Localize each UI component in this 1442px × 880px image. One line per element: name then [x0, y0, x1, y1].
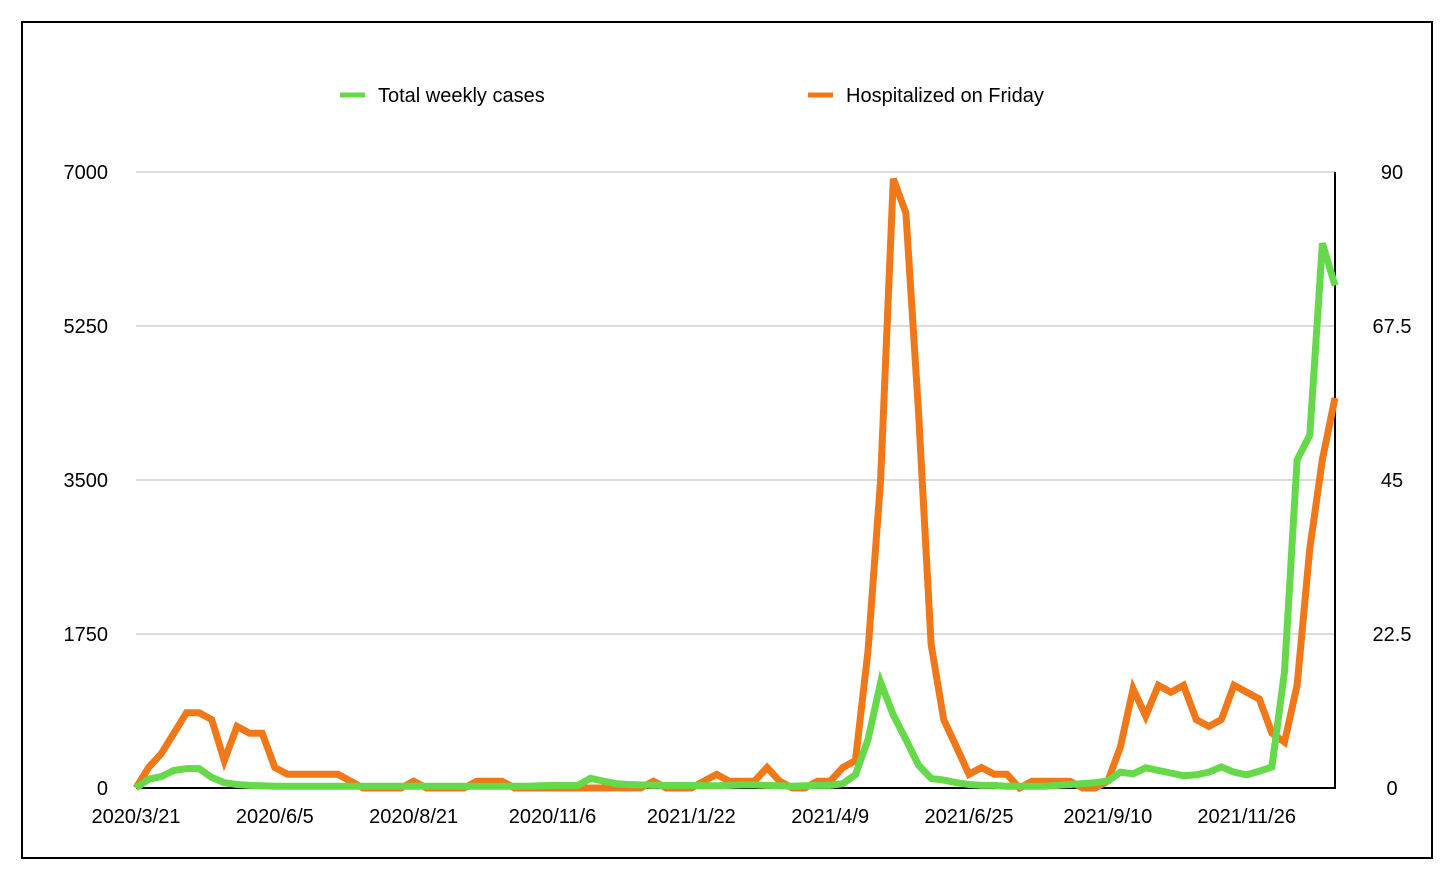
y-left-tick-label: 3500: [64, 470, 109, 492]
series-line-total-weekly-cases: [133, 242, 1339, 791]
x-tick-label: 2021/1/22: [647, 806, 736, 828]
x-tick-label: 2021/4/9: [791, 806, 869, 828]
legend-label-hospitalized: Hospitalized on Friday: [846, 85, 1044, 107]
y-right-tick-label: 67.5: [1373, 316, 1412, 338]
y-left-tick-label: 0: [97, 778, 108, 800]
x-tick-label: 2021/9/10: [1063, 806, 1152, 828]
legend-label-cases: Total weekly cases: [378, 85, 545, 107]
y-right-tick-label: 90: [1381, 162, 1403, 184]
series-line-hospitalized-on-friday: [133, 177, 1339, 793]
x-tick-label: 2020/11/6: [509, 806, 597, 828]
y-left-tick-label: 5250: [64, 316, 109, 338]
y-right-tick-label: 0: [1386, 778, 1397, 800]
y-left-tick-label: 1750: [64, 624, 109, 646]
x-tick-label: 2021/6/25: [924, 806, 1013, 828]
x-tick-label: 2021/11/26: [1197, 806, 1296, 828]
y-right-tick-label: 45: [1381, 470, 1403, 492]
x-tick-label: 2020/6/5: [236, 806, 314, 828]
x-tick-label: 2020/3/21: [92, 806, 181, 828]
y-right-tick-label: 22.5: [1373, 624, 1412, 646]
legend: Total weekly cases Hospitalized on Frida…: [340, 85, 1044, 107]
y-left-tick-label: 7000: [64, 162, 109, 184]
x-tick-label: 2020/8/21: [369, 806, 458, 828]
